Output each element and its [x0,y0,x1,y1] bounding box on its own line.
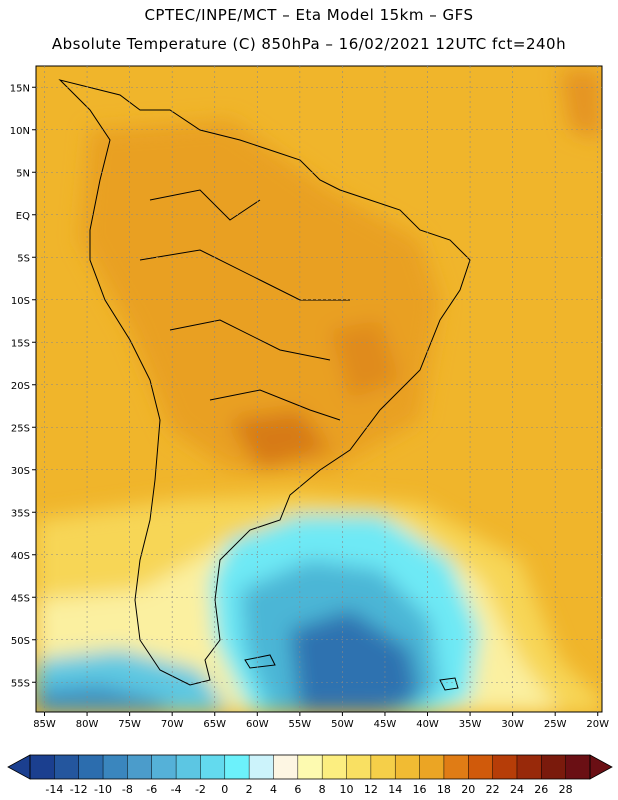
longitude-label: 30W [501,719,524,730]
colorbar-label: 24 [510,783,524,796]
longitude-label: 35W [459,719,482,730]
latitude-label: 35S [11,508,30,519]
latitude-label: 15S [11,338,30,349]
colorbar-swatch [151,755,177,779]
longitude-label: 70W [161,719,184,730]
colorbar-swatch [273,755,299,779]
longitude-label: 20W [586,719,609,730]
latitude-label: 40S [11,551,30,562]
title-line-1: CPTEC/INPE/MCT – Eta Model 15km – GFS [144,6,474,24]
latitude-label: 55S [11,678,30,689]
colorbar-label: 22 [486,783,500,796]
colorbar-swatch [224,755,250,779]
colorbar-swatch [516,755,542,779]
longitude-label: 85W [33,719,56,730]
longitude-label: 25W [544,719,567,730]
colorbar-swatch [249,755,274,779]
latitude-label: 10N [10,126,30,137]
colorbar-swatch [78,755,104,779]
colorbar-swatch [322,755,348,779]
latitude-label: 50S [11,636,30,647]
longitude-label: 55W [289,719,312,730]
graticule [36,66,602,712]
colorbar-swatch [297,755,323,779]
colorbar-swatch [565,755,591,779]
map-frame [35,65,603,713]
colorbar-label: 6 [294,783,301,796]
colorbar-swatch [492,755,518,779]
colorbar-label: 20 [461,783,475,796]
colorbar-swatch [54,755,80,779]
latitude-label: 15N [10,83,30,94]
colorbar-label: 2 [246,783,253,796]
longitude-label: 65W [203,719,226,730]
colorbar-label: 14 [388,783,402,796]
colorbar-swatch [200,755,226,779]
colorbar-swatch [370,755,396,779]
latitude-label: 10S [11,296,30,307]
colorbar-swatch [127,755,153,779]
colorbar-label: 10 [340,783,354,796]
coastlines [58,79,471,691]
colorbar: -14 -12 -10 -8 -6 -4 -2 0 2 4 6 8 10 12 14 16 18 20 22 24 26… [7,754,613,796]
colorbar-swatch [346,755,372,779]
colorbar-label: 16 [413,783,427,796]
title-line-2: Absolute Temperature (C) 850hPa – 16/02/… [51,35,567,53]
colorbar-swatch [30,755,55,779]
colorbar-swatch [541,755,567,779]
colorbar-label: -8 [122,783,133,796]
colorbar-label: -12 [70,783,88,796]
colorbar-swatch [176,755,201,779]
colorbar-label: 28 [559,783,573,796]
colorbar-low-arrow [7,754,31,780]
longitude-labels: 85W 80W 75W 70W 65W 60W 55W 50W 45W 40W 35W 30W 25W 2… [33,712,609,730]
latitude-label: 5S [17,253,30,264]
colorbar-label: 26 [534,783,548,796]
colorbar-swatch [395,755,421,779]
colorbar-label: -14 [45,783,63,796]
longitude-label: 45W [374,719,397,730]
colorbar-label: -2 [195,783,206,796]
longitude-label: 75W [118,719,141,730]
latitude-label: 45S [11,593,30,604]
latitude-label: 20S [11,381,30,392]
colorbar-label: 4 [270,783,277,796]
colorbar-label: 8 [319,783,326,796]
latitude-label: 30S [11,466,30,477]
colorbar-label: 0 [221,783,228,796]
colorbar-label: 12 [364,783,378,796]
temperature-field [36,66,602,712]
latitude-labels: 15N 10N 5N EQ 5S 10S 15S 20S 25S 30S 35S 40S 45S 50S 5… [10,83,36,689]
longitude-label: 80W [76,719,99,730]
latitude-label: EQ [16,211,30,222]
longitude-label: 40W [416,719,439,730]
colorbar-label: -10 [94,783,112,796]
longitude-label: 60W [246,719,269,730]
colorbar-label: -4 [171,783,182,796]
colorbar-label: 18 [437,783,451,796]
colorbar-swatch [419,755,445,779]
colorbar-high-arrow [589,754,613,780]
colorbar-swatch [103,755,128,779]
colorbar-label: -6 [146,783,157,796]
latitude-label: 25S [11,423,30,434]
latitude-label: 5N [16,168,30,179]
longitude-label: 50W [331,719,354,730]
colorbar-swatch [468,755,494,779]
colorbar-swatch [443,755,469,779]
